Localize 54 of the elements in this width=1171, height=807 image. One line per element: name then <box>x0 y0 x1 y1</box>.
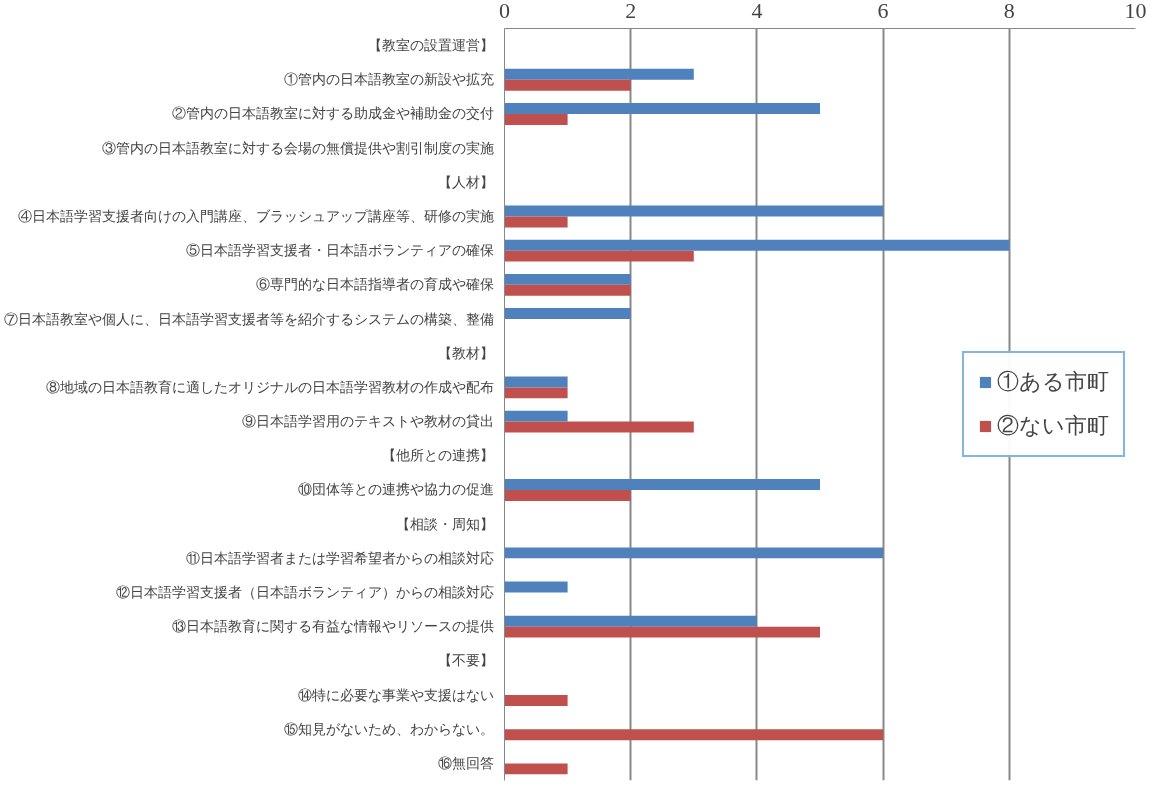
bar <box>504 205 884 217</box>
y-tick-label: 【相談・周知】 <box>395 516 494 532</box>
y-tick-label: ⑦日本語教室や個人に、日本語学習支援者等を紹介するシステムの構築、整備 <box>3 311 494 327</box>
y-tick-label: 【教材】 <box>437 345 494 361</box>
bar <box>504 615 757 627</box>
y-tick-label: ⑭特に必要な事業や支援はない <box>297 687 494 703</box>
x-tick-label: 0 <box>499 0 510 23</box>
y-tick-label: ①管内の日本語教室の新設や拡充 <box>283 72 494 88</box>
y-tick-label: ⑫日本語学習支援者（日本語ボランティア）からの相談対応 <box>115 585 494 600</box>
y-tick-label: 【人材】 <box>437 174 494 190</box>
y-tick-label: ②管内の日本語教室に対する助成金や補助金の交付 <box>171 106 494 122</box>
legend-label: ①ある市町 <box>997 368 1109 396</box>
y-tick-label: ⑯無回答 <box>437 755 494 771</box>
bar <box>504 421 694 433</box>
x-tick-label: 2 <box>625 0 637 23</box>
bar <box>504 695 568 706</box>
y-tick-label: ⑬日本語教育に関する有益な情報やリソースの提供 <box>171 618 494 635</box>
y-tick-label: ④日本語学習支援者向けの入門講座、ブラッシュアップ講座等、研修の実施 <box>17 209 494 224</box>
bar <box>504 250 694 262</box>
y-tick-label: ③管内の日本語教室に対する会場の無償提供や割引制度の実施 <box>101 140 494 156</box>
bar <box>504 489 631 501</box>
y-tick-label: ⑧地域の日本語教育に適したオリジナルの日本語学習教材の作成や配布 <box>45 378 494 395</box>
x-tick-label: 6 <box>877 0 889 23</box>
y-tick-label: 【不要】 <box>437 653 494 669</box>
x-tick-label: 4 <box>751 0 763 23</box>
x-tick-label: 10 <box>1124 0 1147 23</box>
bar <box>504 626 820 638</box>
bar <box>504 387 568 399</box>
y-tick-label: ⑤日本語学習支援者・日本語ボランティアの確保 <box>185 243 494 259</box>
bar <box>504 547 884 559</box>
bar <box>504 410 568 422</box>
bar <box>504 479 820 490</box>
bar <box>504 376 568 388</box>
bar <box>504 103 820 114</box>
bar <box>504 763 568 775</box>
y-tick-label: ⑨日本語学習用のテキストや教材の貸出 <box>241 414 494 430</box>
y-tick-label: ⑩団体等との連携や協力の促進 <box>297 482 494 498</box>
bar <box>504 68 694 80</box>
bar <box>504 113 568 125</box>
bar <box>504 216 568 228</box>
bar <box>504 239 1010 251</box>
bar <box>504 729 884 741</box>
bar <box>504 79 631 91</box>
bar <box>504 308 631 320</box>
y-tick-label: 【他所との連携】 <box>381 448 494 464</box>
bar <box>504 581 568 593</box>
bar <box>504 273 631 285</box>
legend-label: ②ない市町 <box>997 412 1109 440</box>
bar <box>504 284 631 296</box>
y-tick-label: ⑪日本語学習者または学習希望者からの相談対応 <box>185 550 494 566</box>
x-tick-label: 8 <box>1003 0 1015 23</box>
y-tick-label: ⑮知見がないため、わからない。 <box>283 721 494 737</box>
y-tick-label: ⑥専門的な日本語指導者の育成や確保 <box>255 276 494 293</box>
y-tick-label: 【教室の設置運営】 <box>367 38 494 54</box>
